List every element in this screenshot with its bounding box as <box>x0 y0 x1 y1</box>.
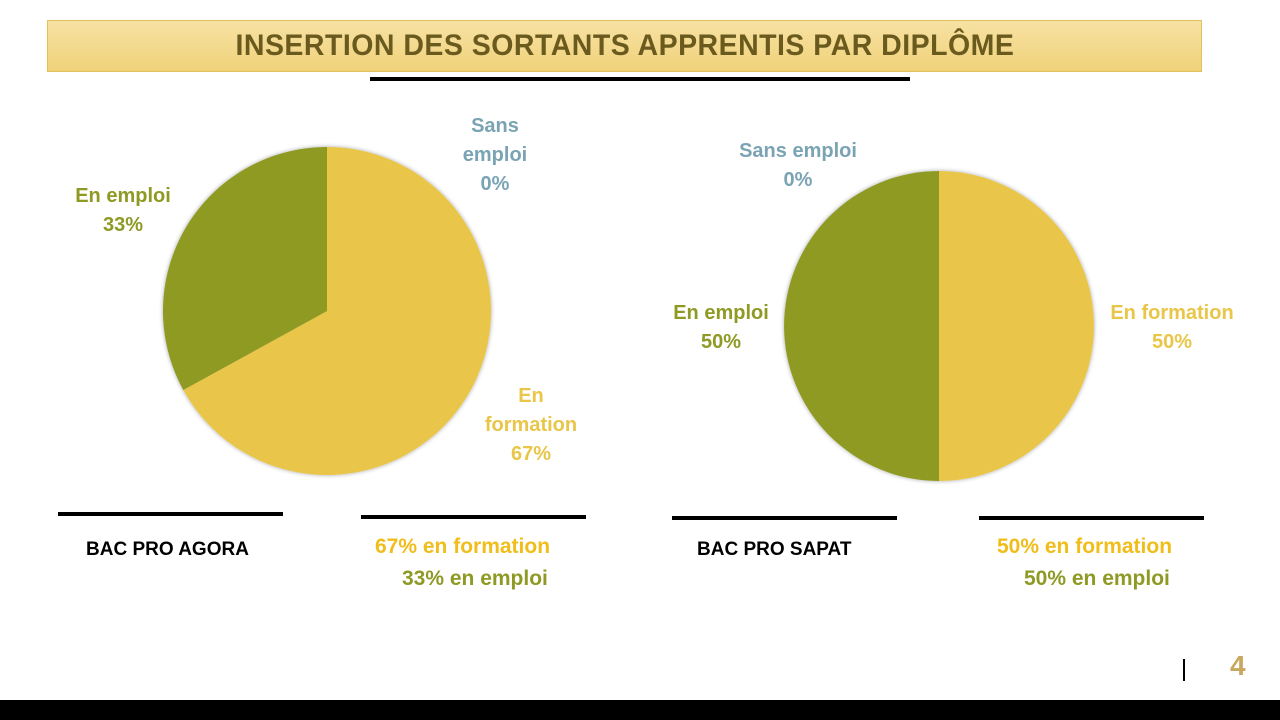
sapat-summary-emploi: 50% en emploi <box>1024 567 1170 590</box>
title-bar: INSERTION DES SORTANTS APPRENTIS PAR DIP… <box>47 20 1202 72</box>
pie-sapat: Sans emploi 0% En emploi 50% En formation 50% <box>673 140 1234 481</box>
sapat-caption: BAC PRO SAPAT <box>697 539 852 560</box>
agora-caption: BAC PRO AGORA <box>86 539 249 560</box>
agora-summary: 67% en formation 33% en emploi <box>375 531 550 595</box>
sapat-caption-rule <box>672 516 897 520</box>
data-label-en-formation: En formation 67% <box>485 385 577 465</box>
bottom-band <box>0 700 1280 720</box>
slide-title: INSERTION DES SORTANTS APPRENTIS PAR DIP… <box>235 29 1014 62</box>
page-number: 4 <box>1230 650 1246 681</box>
data-label-sans-emploi: Sans emploi 0% <box>739 140 857 191</box>
agora-caption-rule <box>58 512 283 516</box>
pie-slice-en-emploi <box>784 171 939 481</box>
agora-summary-rule <box>361 515 586 519</box>
sapat-summary: 50% en formation 50% en emploi <box>997 531 1172 595</box>
page-number-separator <box>1183 659 1185 681</box>
title-underline <box>370 77 910 81</box>
agora-summary-formation: 67% en formation <box>375 535 551 558</box>
pie-slice-en-formation <box>939 171 1094 481</box>
data-label-sans-emploi: Sans emploi 0% <box>463 115 527 195</box>
pie-slice-en-formation <box>183 147 491 476</box>
agora-summary-emploi: 33% en emploi <box>402 567 548 590</box>
data-label-en-emploi: En emploi 33% <box>75 185 171 236</box>
data-label-en-emploi: En emploi 50% <box>673 302 769 353</box>
data-label-en-formation: En formation 50% <box>1110 302 1233 353</box>
sapat-summary-formation: 50% en formation <box>997 535 1173 558</box>
pie-slice-en-emploi <box>163 147 327 391</box>
pie-agora: Sans emploi 0% En emploi 33% En formation 67% <box>75 115 577 476</box>
sapat-summary-rule <box>979 516 1204 520</box>
